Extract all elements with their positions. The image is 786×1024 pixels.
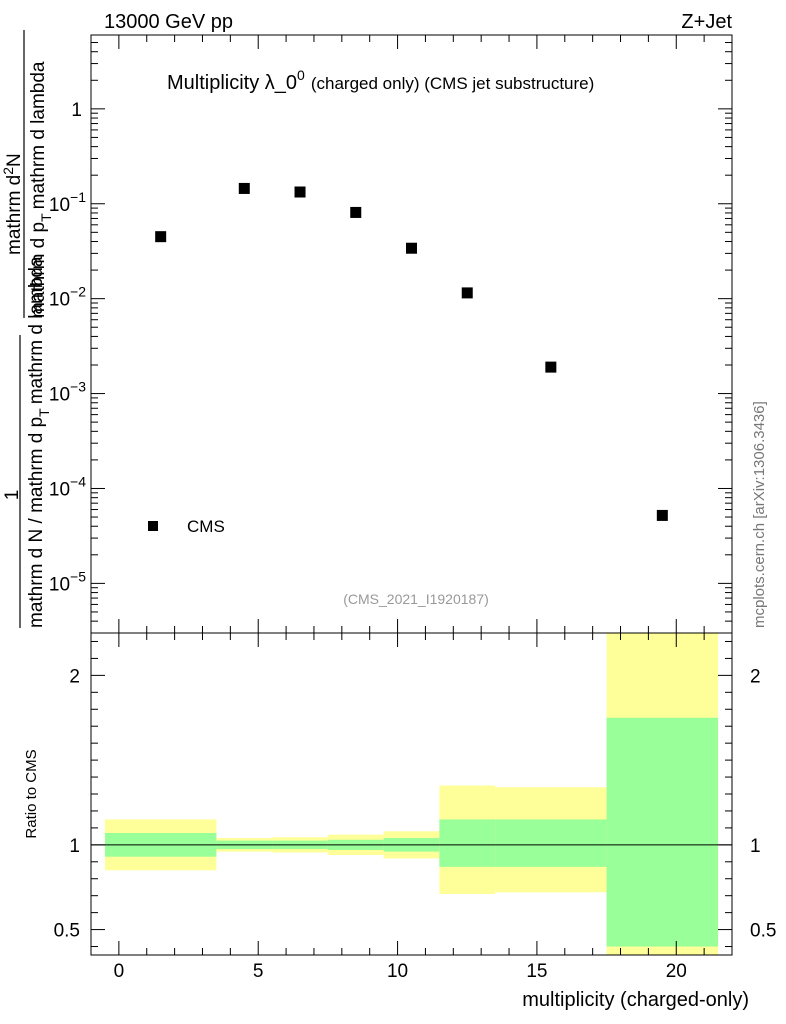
y-tick-label-base: 10 <box>49 574 70 595</box>
ratio-y-tick-label-left: 1 <box>69 836 80 857</box>
data-point <box>461 287 473 299</box>
data-point <box>406 242 417 254</box>
energy-label: 13000 GeV pp <box>104 11 233 33</box>
top-panel-frame <box>90 34 733 634</box>
y-tick-label: 10−1 <box>49 189 86 216</box>
ratio-y-tick-label-left: 0.5 <box>54 921 80 942</box>
ylabel-numerator: 1 <box>2 490 23 501</box>
y-tick-label-base: 1 <box>71 100 82 121</box>
data-point <box>155 231 167 243</box>
process-label: Z+Jet <box>681 11 732 33</box>
analysis-id: (CMS_2021_I1920187) <box>343 591 489 607</box>
ylabel-rd-tail: mathrm d lambda <box>28 61 49 209</box>
ylabel-denominator-a: mathrm d N / mathrm d p <box>26 417 47 628</box>
data-point <box>656 509 668 521</box>
y-tick-label-base: 10 <box>49 290 70 311</box>
y-tick-label-exp: −5 <box>70 568 86 584</box>
x-tick-label: 0 <box>114 961 125 982</box>
x-axis-label: multiplicity (charged-only) <box>522 989 749 1011</box>
y-tick-label-base: 10 <box>49 195 70 216</box>
ylabel-rn-tail: N <box>4 153 25 167</box>
bottom-axis-ticks: 0.5 0.51 12 20 5 10 15 20 <box>54 633 776 982</box>
title-sub: (charged only) (CMS jet substructure) <box>311 74 594 93</box>
y-tick-label: 10−2 <box>49 284 86 311</box>
ylabel-right-numerator: mathrm d2N <box>0 153 25 255</box>
top-ylabel: 1 mathrm d N / mathrm d pTmathrm d lambd… <box>0 30 54 628</box>
top-data-points <box>155 182 668 521</box>
x-tick-label: 20 <box>666 961 687 982</box>
ylabel-rn-a: mathrm d <box>4 175 25 255</box>
ylabel-rd-a: mathrm d p <box>28 222 49 318</box>
legend-label: CMS <box>187 517 225 536</box>
x-tick-label: 10 <box>387 961 408 982</box>
y-tick-label-exp: −2 <box>70 284 86 300</box>
top-panel-title: Multiplicity λ_00 (charged only) (CMS jet… <box>167 67 594 94</box>
y-tick-label: 10−4 <box>49 473 86 500</box>
ratio-band-inner <box>606 717 719 947</box>
data-point <box>238 182 250 194</box>
y-tick-label: 10−5 <box>49 568 86 595</box>
side-label: mcplots.cern.ch [arXiv:1306.3436] <box>751 401 768 628</box>
ylabel-rn-sup: 2 <box>0 167 16 175</box>
title-main: Multiplicity λ_0 <box>167 72 297 94</box>
ratio-ylabel: Ratio to CMS <box>23 749 40 838</box>
ratio-bands <box>104 633 719 955</box>
data-point <box>294 186 306 198</box>
y-tick-label-exp: −4 <box>70 473 86 489</box>
data-point <box>545 361 557 373</box>
y-tick-label-base: 10 <box>49 479 70 500</box>
top-axis-ticks: 10−510−410−310−210−11 <box>49 34 733 634</box>
y-tick-label-base: 10 <box>49 385 70 406</box>
ratio-y-tick-label-right: 2 <box>750 666 761 687</box>
title-sup: 0 <box>297 67 305 83</box>
ratio-y-tick-label-right: 0.5 <box>750 921 776 942</box>
ratio-y-tick-label-right: 1 <box>750 836 761 857</box>
ratio-band-inner <box>495 819 607 867</box>
ratio-band-inner <box>439 819 496 867</box>
ylabel-denominator-sub: T <box>36 408 52 417</box>
ylabel-right-denominator: mathrm d pTmathrm d lambda <box>28 61 54 318</box>
data-point <box>350 206 362 218</box>
y-tick-label: 10−3 <box>49 379 86 406</box>
y-tick-label-exp: −1 <box>70 189 86 205</box>
ylabel-rd-sub: T <box>38 213 54 222</box>
ylabel-denominator-tail: mathrm d lambda <box>26 256 47 404</box>
legend-marker <box>148 521 158 531</box>
x-tick-label: 15 <box>526 961 547 982</box>
y-tick-label-exp: −3 <box>70 379 86 395</box>
x-tick-label: 5 <box>253 961 264 982</box>
ylabel-denominator: mathrm d N / mathrm d pTmathrm d lambda <box>26 256 52 628</box>
ratio-y-tick-label-left: 2 <box>69 666 80 687</box>
y-tick-label: 1 <box>71 100 82 121</box>
